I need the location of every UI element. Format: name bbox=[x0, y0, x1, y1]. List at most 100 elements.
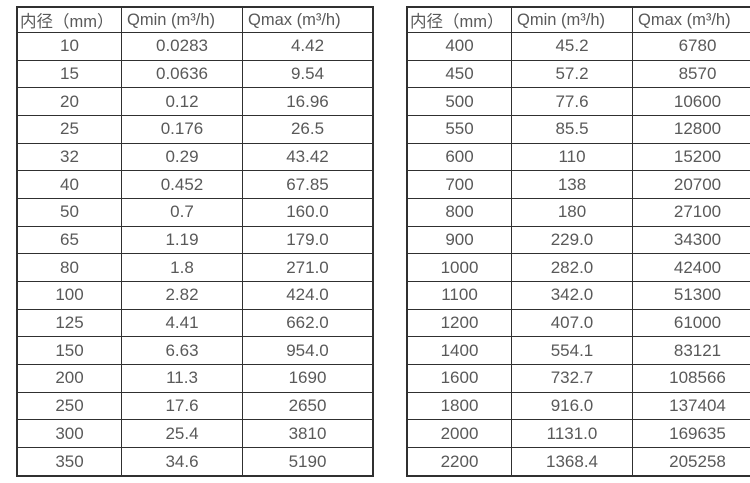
table-cell: 1.19 bbox=[121, 225, 243, 255]
table-row: 1100 342.0 51300 bbox=[406, 281, 750, 310]
table-cell: 2200 bbox=[406, 447, 512, 477]
table-row: 400 45.2 6780 bbox=[406, 32, 750, 61]
table-cell: 1368.4 bbox=[511, 447, 633, 477]
table-cell: 108566 bbox=[632, 364, 750, 393]
table-cell: 65 bbox=[16, 225, 122, 255]
table-row: 600 110 15200 bbox=[406, 142, 750, 172]
table-cell: 424.0 bbox=[242, 281, 374, 310]
table-row: 20 0.12 16.96 bbox=[16, 87, 374, 117]
table-cell: 50 bbox=[16, 198, 122, 227]
table-cell: 900 bbox=[406, 225, 512, 255]
table-cell: 1000 bbox=[406, 253, 512, 283]
column-header: 内径（mm） bbox=[406, 6, 512, 33]
table-row: 2200 1368.4 205258 bbox=[406, 447, 750, 477]
table-cell: 550 bbox=[406, 115, 512, 144]
table-row: 50 0.7 160.0 bbox=[16, 198, 374, 227]
table-cell: 2000 bbox=[406, 419, 512, 449]
table-row: 200 11.3 1690 bbox=[16, 364, 374, 393]
table-cell: 700 bbox=[406, 170, 512, 200]
table-cell: 8570 bbox=[632, 59, 750, 89]
table-cell: 34300 bbox=[632, 225, 750, 255]
table-cell: 3810 bbox=[242, 419, 374, 449]
table-cell: 179.0 bbox=[242, 225, 374, 255]
table-cell: 229.0 bbox=[511, 225, 633, 255]
table-cell: 15200 bbox=[632, 142, 750, 172]
header-row: 内径（mm） Qmin (m³/h) Qmax (m³/h) bbox=[16, 6, 374, 33]
table-cell: 600 bbox=[406, 142, 512, 172]
table-cell: 27100 bbox=[632, 198, 750, 227]
table-cell: 17.6 bbox=[121, 391, 243, 421]
table-cell: 350 bbox=[16, 447, 122, 477]
table-cell: 0.0636 bbox=[121, 59, 243, 89]
table-cell: 150 bbox=[16, 336, 122, 366]
table-cell: 500 bbox=[406, 87, 512, 117]
table-cell: 1100 bbox=[406, 281, 512, 310]
table-row: 350 34.6 5190 bbox=[16, 447, 374, 477]
table-cell: 1.8 bbox=[121, 253, 243, 283]
table-cell: 125 bbox=[16, 308, 122, 338]
table-cell: 77.6 bbox=[511, 87, 633, 117]
table-cell: 137404 bbox=[632, 391, 750, 421]
table-cell: 300 bbox=[16, 419, 122, 449]
table-cell: 57.2 bbox=[511, 59, 633, 89]
table-cell: 2650 bbox=[242, 391, 374, 421]
table-cell: 9.54 bbox=[242, 59, 374, 89]
table-cell: 1600 bbox=[406, 364, 512, 393]
table-cell: 10600 bbox=[632, 87, 750, 117]
table-cell: 25 bbox=[16, 115, 122, 144]
flow-spec-table-small-diameters: 内径（mm） Qmin (m³/h) Qmax (m³/h) 10 0.0283 4.42… bbox=[16, 6, 374, 477]
table-row: 32 0.29 43.42 bbox=[16, 142, 374, 172]
table-row: 2000 1131.0 169635 bbox=[406, 419, 750, 449]
column-header: Qmax (m³/h) bbox=[632, 6, 750, 33]
table-row: 150 6.63 954.0 bbox=[16, 336, 374, 366]
table-cell: 200 bbox=[16, 364, 122, 393]
table-cell: 169635 bbox=[632, 419, 750, 449]
table-row: 25 0.176 26.5 bbox=[16, 115, 374, 144]
table-cell: 10 bbox=[16, 32, 122, 61]
table-row: 10 0.0283 4.42 bbox=[16, 32, 374, 61]
table-row: 15 0.0636 9.54 bbox=[16, 59, 374, 89]
table-cell: 20700 bbox=[632, 170, 750, 200]
table-cell: 15 bbox=[16, 59, 122, 89]
table-cell: 800 bbox=[406, 198, 512, 227]
table-cell: 34.6 bbox=[121, 447, 243, 477]
table-cell: 160.0 bbox=[242, 198, 374, 227]
table-row: 250 17.6 2650 bbox=[16, 391, 374, 421]
table-cell: 0.12 bbox=[121, 87, 243, 117]
table-cell: 43.42 bbox=[242, 142, 374, 172]
table-cell: 916.0 bbox=[511, 391, 633, 421]
table-cell: 5190 bbox=[242, 447, 374, 477]
table-cell: 282.0 bbox=[511, 253, 633, 283]
table-cell: 25.4 bbox=[121, 419, 243, 449]
table-row: 1400 554.1 83121 bbox=[406, 336, 750, 366]
table-cell: 0.452 bbox=[121, 170, 243, 200]
table-cell: 42400 bbox=[632, 253, 750, 283]
table-cell: 6.63 bbox=[121, 336, 243, 366]
table-cell: 100 bbox=[16, 281, 122, 310]
table-row: 500 77.6 10600 bbox=[406, 87, 750, 117]
table-cell: 1800 bbox=[406, 391, 512, 421]
table-cell: 0.7 bbox=[121, 198, 243, 227]
table-cell: 554.1 bbox=[511, 336, 633, 366]
table-cell: 1400 bbox=[406, 336, 512, 366]
table-row: 450 57.2 8570 bbox=[406, 59, 750, 89]
table-row: 300 25.4 3810 bbox=[16, 419, 374, 449]
table-cell: 61000 bbox=[632, 308, 750, 338]
table-cell: 85.5 bbox=[511, 115, 633, 144]
tables-container: 内径（mm） Qmin (m³/h) Qmax (m³/h) 10 0.0283 4.42… bbox=[16, 6, 750, 477]
table-cell: 732.7 bbox=[511, 364, 633, 393]
table-row: 1200 407.0 61000 bbox=[406, 308, 750, 338]
table-cell: 205258 bbox=[632, 447, 750, 477]
table-cell: 80 bbox=[16, 253, 122, 283]
column-header: Qmin (m³/h) bbox=[121, 6, 243, 33]
table-cell: 32 bbox=[16, 142, 122, 172]
table-cell: 26.5 bbox=[242, 115, 374, 144]
table-cell: 138 bbox=[511, 170, 633, 200]
table-cell: 1131.0 bbox=[511, 419, 633, 449]
table-row: 900 229.0 34300 bbox=[406, 225, 750, 255]
table-cell: 1690 bbox=[242, 364, 374, 393]
header-row: 内径（mm） Qmin (m³/h) Qmax (m³/h) bbox=[406, 6, 750, 33]
table-cell: 180 bbox=[511, 198, 633, 227]
table-row: 1600 732.7 108566 bbox=[406, 364, 750, 393]
